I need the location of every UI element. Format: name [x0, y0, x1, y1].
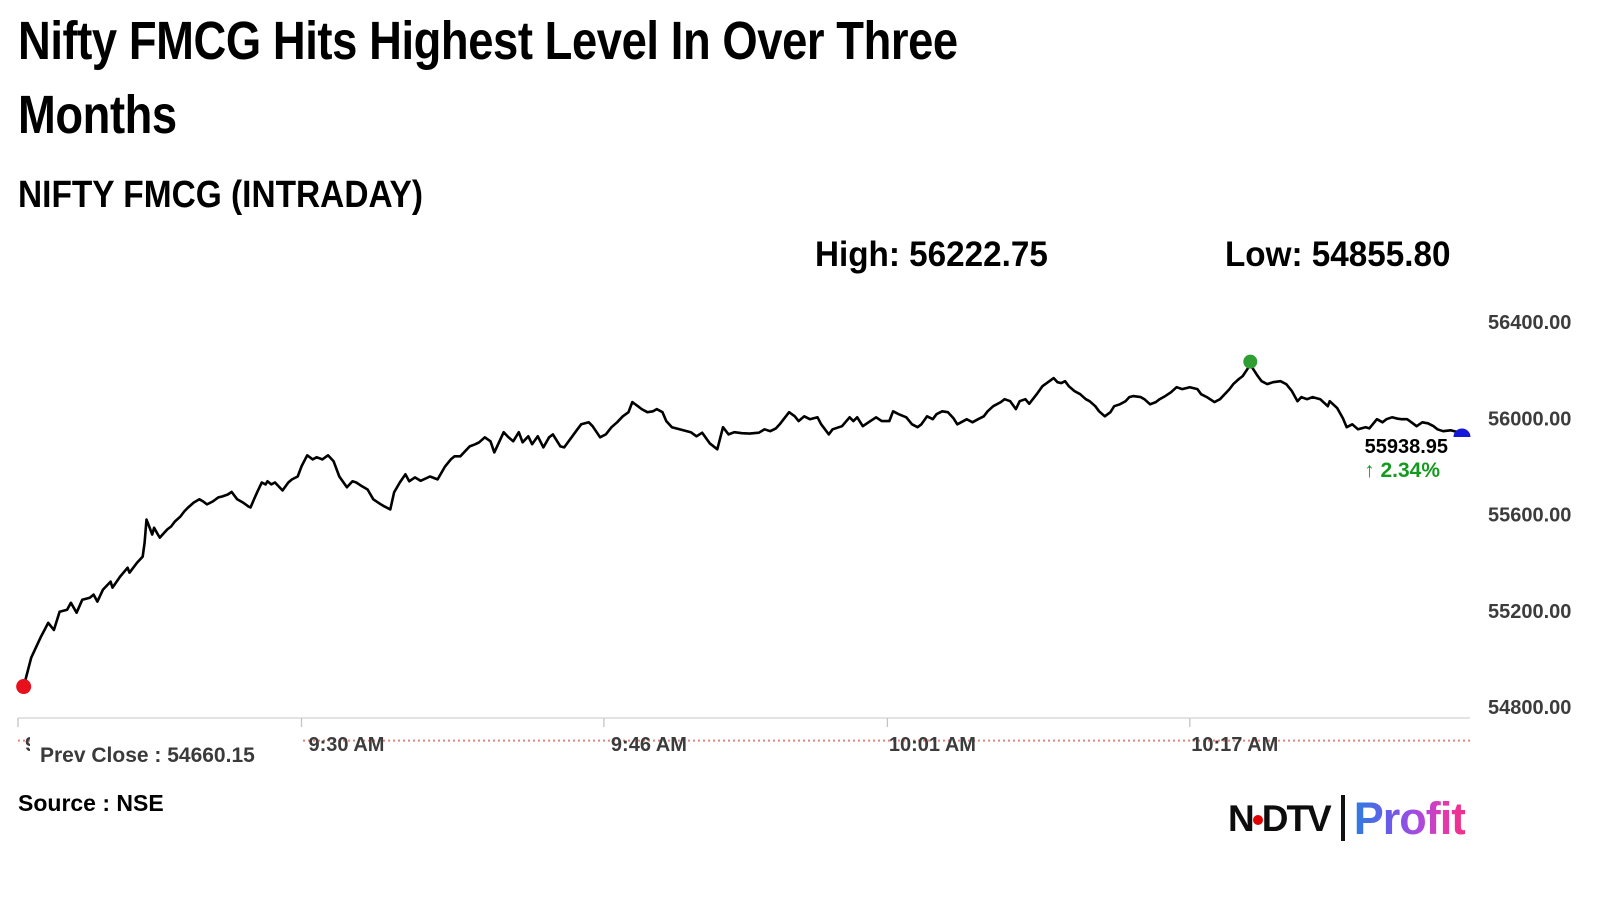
- low-stat: Low: 54855.80: [1225, 235, 1451, 274]
- y-axis-label: 55600.00: [1488, 505, 1571, 527]
- chart-subtitle: NIFTY FMCG (INTRADAY): [18, 174, 423, 216]
- y-axis-label: 55200.00: [1488, 601, 1571, 623]
- high-marker-dot: [1243, 354, 1258, 369]
- price-line: [22, 363, 1464, 688]
- ndtv-letters-dtv: DTV: [1261, 797, 1332, 839]
- ndtv-letter-n: N: [1228, 797, 1255, 839]
- open-marker-dot: [16, 679, 32, 695]
- prev-close-label-box: [30, 737, 300, 771]
- x-axis-label: 10:17 AM: [1191, 734, 1278, 756]
- profit-wordmark: Profit: [1353, 792, 1466, 844]
- ndtv-profit-logo: N DTV Profit: [1228, 792, 1466, 844]
- x-axis-label: 9:46 AM: [611, 734, 687, 756]
- high-stat: High: 56222.75: [815, 235, 1048, 274]
- ndtv-red-dot-icon: [1252, 815, 1263, 825]
- x-axis-label: 9:30 AM: [309, 734, 385, 756]
- headline-line2: Months: [18, 85, 177, 145]
- y-axis-label: 54800.00: [1488, 697, 1571, 719]
- ndtv-wordmark: N DTV: [1228, 797, 1332, 839]
- prev-close-label: Prev Close : 54660.15: [40, 744, 255, 767]
- source-credit: Source : NSE: [18, 790, 164, 816]
- last-price-annotation: 55938.95 ↑ 2.34%: [1280, 436, 1448, 483]
- last-marker-dot: [1453, 428, 1471, 437]
- x-axis-label: 10:01 AM: [889, 734, 976, 756]
- y-axis-label: 56400.00: [1488, 312, 1571, 334]
- logo-divider: [1340, 795, 1345, 841]
- y-axis-label: 56000.00: [1488, 408, 1571, 430]
- last-price-change: ↑ 2.34%: [1364, 459, 1440, 482]
- last-price-value: 55938.95: [1364, 436, 1448, 458]
- headline-line1: Nifty FMCG Hits Highest Level In Over Th…: [18, 11, 958, 71]
